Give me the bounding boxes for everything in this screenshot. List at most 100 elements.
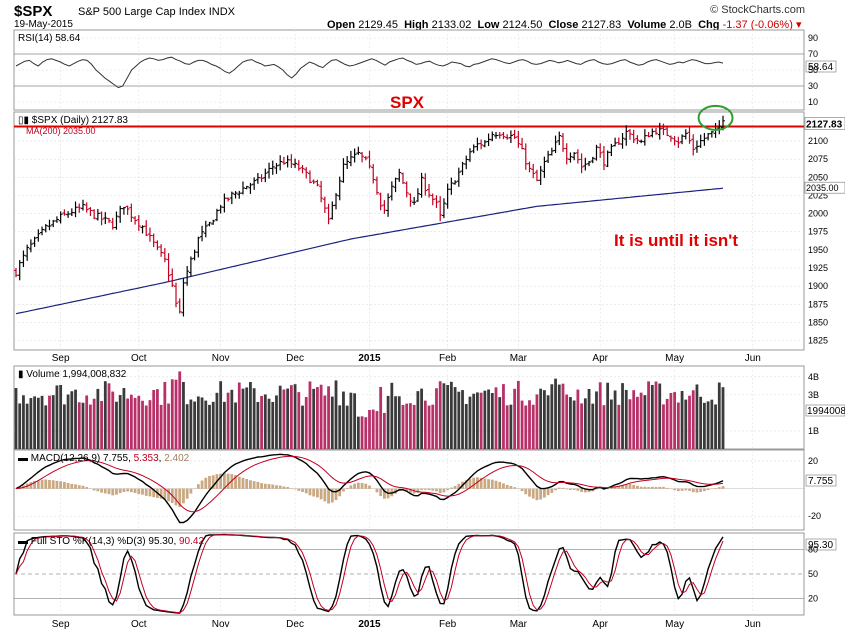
volume-bar: [557, 384, 561, 449]
volume-bar: [204, 400, 208, 449]
volume-bar: [438, 381, 442, 449]
macd-histogram-bar: [55, 480, 59, 489]
ma-value-tag: 2035.00: [806, 183, 839, 193]
macd-histogram-bar: [36, 480, 40, 489]
macd-histogram-bar: [624, 484, 628, 489]
macd-histogram-bar: [609, 487, 613, 489]
macd-histogram-bar: [137, 488, 141, 495]
volume-bar: [542, 390, 546, 449]
volume-bar: [658, 383, 662, 449]
macd-histogram-bar: [502, 483, 505, 489]
volume-bar: [152, 389, 156, 449]
macd-histogram-bar: [122, 488, 126, 492]
volume-bar: [107, 383, 111, 449]
price-bars: [14, 115, 725, 317]
volume-bar: [427, 405, 431, 449]
volume-bar: [453, 387, 457, 449]
volume-bar: [115, 401, 118, 449]
volume-tick-label: 1B: [808, 426, 819, 436]
x-axis-label-bottom: Jun: [745, 619, 761, 630]
rsi-panel: RSI(14) 58.64 58.64 10 30 50 70 90: [13, 29, 837, 111]
macd-histogram-bar: [59, 481, 63, 489]
x-axis-label-bottom: Sep: [52, 619, 70, 630]
macd-histogram-bar: [301, 488, 304, 493]
macd-histogram-bar: [613, 486, 617, 489]
volume-bar: [476, 392, 479, 449]
volume-bar: [334, 380, 338, 449]
macd-histogram-bar: [222, 473, 226, 489]
volume-bar: [170, 379, 174, 449]
volume-bar: [252, 388, 256, 449]
macd-histogram-bar: [174, 488, 178, 506]
macd-histogram-bar: [557, 487, 561, 489]
volume-bar: [665, 398, 669, 449]
macd-histogram-bar: [267, 484, 271, 489]
chart-annotation-note: It is until it isn't: [614, 231, 738, 250]
macd-histogram-bar: [152, 488, 156, 498]
volume-bar: [353, 393, 357, 449]
price-tick-label: 1875: [808, 299, 828, 309]
volume-bar: [546, 395, 550, 449]
macd-histogram-bar: [308, 488, 312, 496]
macd-histogram-bar: [271, 484, 275, 489]
macd-histogram-bar: [375, 488, 379, 493]
price-tick-label: 1925: [808, 263, 828, 273]
volume-bar: [688, 395, 691, 449]
volume-bar: [554, 378, 557, 449]
macd-histogram-bar: [665, 487, 669, 489]
volume-bar: [133, 397, 137, 449]
x-axis-label-bottom: Nov: [212, 619, 230, 630]
volume-bar: [490, 392, 494, 449]
volume-bar: [159, 404, 163, 449]
macd-histogram-bar: [66, 482, 70, 489]
volume-bar: [312, 388, 316, 449]
macd-histogram-bar: [167, 488, 170, 502]
x-axis-label-top: 2015: [358, 353, 381, 364]
macd-histogram-bar: [141, 488, 144, 495]
price-tick-label: 1850: [808, 317, 828, 327]
volume-bar: [178, 371, 182, 449]
chart-header: $SPX S&P 500 Large Cap Index INDX 19-May…: [0, 0, 845, 31]
brand-label[interactable]: © StockCharts.com: [710, 4, 805, 16]
volume-bar: [598, 382, 602, 449]
volume-bar: [442, 383, 446, 449]
x-axis-label-bottom: May: [665, 619, 684, 630]
volume-bar: [237, 382, 241, 449]
volume-bar: [356, 416, 360, 449]
volume-bar: [628, 399, 632, 449]
volume-bar: [502, 384, 505, 449]
macd-histogram-bar: [70, 483, 74, 489]
volume-bar: [308, 381, 312, 449]
price-tick-label: 1950: [808, 245, 828, 255]
macd-histogram-bar: [286, 487, 290, 489]
rsi-tick-label: 50: [808, 65, 818, 75]
volume-bar: [14, 388, 18, 449]
ticker-symbol: $SPX: [14, 3, 53, 20]
volume-bar: [371, 409, 375, 449]
macd-histogram-bar: [431, 488, 435, 491]
volume-bar: [691, 390, 695, 449]
volume-bar: [263, 394, 267, 449]
macd-histogram-bar: [282, 486, 286, 489]
volume-bar: [100, 400, 103, 449]
macd-histogram-bar: [159, 488, 163, 499]
macd-histogram-bar: [654, 487, 658, 489]
price-label: ▯▮ $SPX (Daily) 2127.83: [18, 115, 128, 126]
volume-bar: [624, 389, 628, 449]
volume-bar: [342, 391, 345, 449]
macd-histogram-bar: [695, 488, 699, 493]
volume-bar: [293, 384, 297, 449]
x-axis-label-top: Oct: [131, 353, 147, 364]
volume-bar: [472, 393, 476, 449]
macd-histogram-bar: [263, 483, 267, 489]
volume-bar: [301, 405, 304, 449]
x-axis-label-bottom: Dec: [286, 619, 304, 630]
x-axis-label-bottom: 2015: [358, 619, 381, 630]
volume-bar: [714, 404, 717, 449]
volume-bar: [435, 388, 438, 449]
x-axis-label-top: Feb: [439, 353, 457, 364]
volume-bar: [479, 392, 483, 449]
macd-histogram-bar: [550, 488, 554, 493]
macd-histogram-bar: [479, 477, 483, 489]
